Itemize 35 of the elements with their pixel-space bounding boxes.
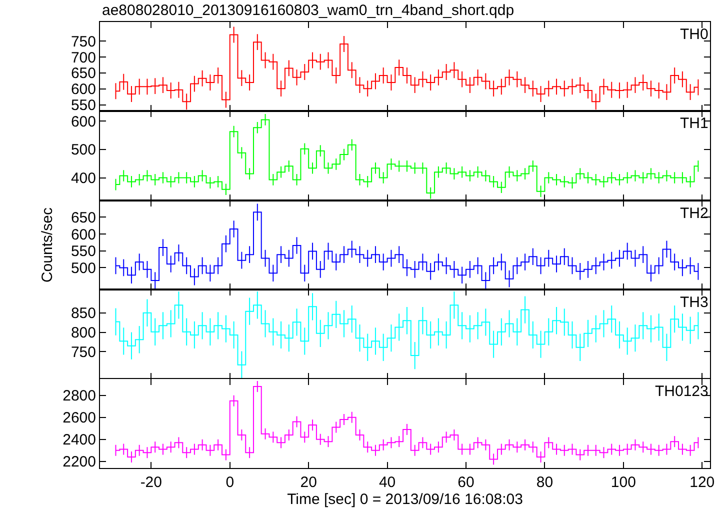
y-tick-label: 2800 bbox=[62, 388, 96, 405]
y-tick-label: 750 bbox=[70, 344, 96, 361]
x-tick-label: -20 bbox=[140, 474, 162, 491]
y-tick-label: 850 bbox=[70, 305, 96, 322]
y-tick-label: 750 bbox=[70, 33, 96, 50]
x-tick-label: 40 bbox=[378, 474, 396, 491]
y-tick-label: 500 bbox=[70, 260, 96, 277]
y-tick-label: 600 bbox=[70, 226, 96, 244]
y-tick-label: 550 bbox=[70, 97, 96, 114]
y-tick-label: 2200 bbox=[62, 454, 96, 471]
y-tick-label: 650 bbox=[70, 65, 96, 82]
x-axis-title: Time [sec] 0 = 2013/09/16 16:08:03 bbox=[287, 491, 523, 508]
y-tick-label: 600 bbox=[70, 113, 96, 130]
y-tick-label: 700 bbox=[70, 49, 96, 66]
annotation: TH2 bbox=[680, 205, 708, 222]
x-tick-label: 100 bbox=[610, 474, 636, 491]
x-tick-label: 20 bbox=[300, 474, 317, 491]
y-tick-label: 2600 bbox=[62, 410, 96, 427]
y-tick-label: 600 bbox=[70, 81, 96, 98]
y-tick-label: 650 bbox=[70, 209, 96, 226]
x-tick-label: 0 bbox=[226, 474, 234, 491]
annotation: TH0 bbox=[680, 26, 708, 43]
y-tick-label: 800 bbox=[70, 324, 96, 342]
y-tick-label: 2400 bbox=[62, 432, 96, 449]
y-tick-label: 400 bbox=[70, 170, 96, 187]
x-tick-label: 60 bbox=[458, 474, 474, 491]
y-axis-title: Counts/sec bbox=[39, 206, 56, 283]
chart-title: ae808028010_20130916160803_wam0_trn_4band_short.qdp bbox=[102, 2, 514, 19]
x-tick-label: 80 bbox=[536, 474, 554, 491]
annotation: TH3 bbox=[680, 294, 708, 311]
annotation: TH1 bbox=[680, 115, 708, 132]
annotation: TH0123 bbox=[655, 383, 708, 400]
y-tick-label: 500 bbox=[70, 142, 96, 159]
x-tick-label: 120 bbox=[690, 474, 715, 491]
y-tick-label: 550 bbox=[70, 243, 96, 260]
